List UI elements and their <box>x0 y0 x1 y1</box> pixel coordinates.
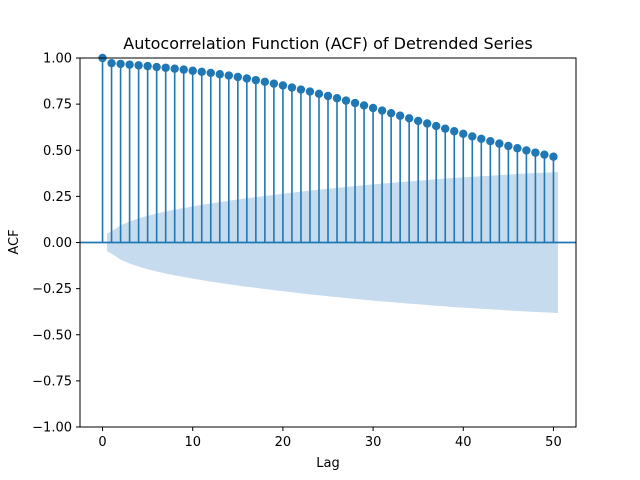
x-tick-label: 10 <box>184 435 201 450</box>
acf-point <box>441 124 450 133</box>
acf-point <box>513 144 522 153</box>
acf-point <box>404 114 414 123</box>
acf-point <box>224 71 233 80</box>
acf-point <box>468 132 477 141</box>
y-tick-label: −0.50 <box>32 328 72 343</box>
acf-point <box>477 134 486 144</box>
acf-point <box>251 75 261 85</box>
acf-point <box>260 77 270 87</box>
acf-point <box>459 129 468 139</box>
marker-layer <box>98 53 558 161</box>
x-tick-label: 40 <box>455 435 472 450</box>
acf-point <box>395 111 405 120</box>
acf-point <box>549 152 558 161</box>
y-tick-label: −1.00 <box>32 421 72 436</box>
acf-point <box>215 70 224 79</box>
acf-point <box>152 62 161 72</box>
x-axis-label: Lag <box>316 456 339 471</box>
acf-point <box>179 65 188 74</box>
acf-point <box>413 116 423 126</box>
acf-point <box>332 94 342 103</box>
y-tick-label: −0.25 <box>32 282 72 297</box>
y-tick-label: 0.25 <box>43 190 72 205</box>
acf-point <box>305 87 315 96</box>
y-tick-label: −0.75 <box>32 374 72 389</box>
acf-point <box>143 61 152 71</box>
acf-point <box>495 139 504 148</box>
acf-point <box>531 148 540 157</box>
y-tick-label: 0.00 <box>43 236 72 251</box>
acf-point <box>233 72 243 82</box>
chart-title: Autocorrelation Function (ACF) of Detren… <box>123 34 532 53</box>
acf-point <box>323 91 333 101</box>
stem-layer <box>101 58 555 243</box>
acf-point <box>269 79 279 88</box>
tick-layer: 0 10 20 30 40 50 1.00 0.75 0.50 0.25 0.00 −0.25 −0.5… <box>32 52 562 451</box>
y-tick-label: 0.75 <box>43 98 72 113</box>
acf-point <box>522 146 531 155</box>
acf-point <box>432 121 441 131</box>
y-axis-label: ACF <box>7 229 22 254</box>
acf-point <box>359 101 369 110</box>
x-tick-label: 30 <box>365 435 382 450</box>
acf-point <box>134 61 143 70</box>
x-tick-label: 50 <box>545 435 562 450</box>
x-tick-label: 0 <box>98 435 106 450</box>
y-tick-label: 1.00 <box>43 52 72 67</box>
acf-point <box>386 108 396 118</box>
acf-point <box>116 59 125 69</box>
acf-point <box>296 85 306 94</box>
acf-point <box>170 64 179 73</box>
acf-point <box>287 83 297 92</box>
acf-point <box>368 103 378 113</box>
acf-point <box>423 119 432 128</box>
acf-point <box>161 63 170 72</box>
acf-point <box>278 81 288 90</box>
acf-point <box>197 67 206 77</box>
acf-point <box>188 66 197 75</box>
acf-point <box>350 98 360 108</box>
acf-point <box>125 60 134 69</box>
acf-point <box>540 150 549 159</box>
acf-point <box>242 74 252 83</box>
x-tick-label: 20 <box>275 435 292 450</box>
acf-point <box>206 68 215 78</box>
acf-point <box>504 141 513 151</box>
acf-point <box>314 89 324 98</box>
acf-point <box>107 58 116 68</box>
acf-point <box>377 106 387 115</box>
acf-point <box>450 127 459 136</box>
acf-point <box>486 137 495 146</box>
y-tick-label: 0.50 <box>43 144 72 159</box>
acf-point <box>341 96 351 105</box>
